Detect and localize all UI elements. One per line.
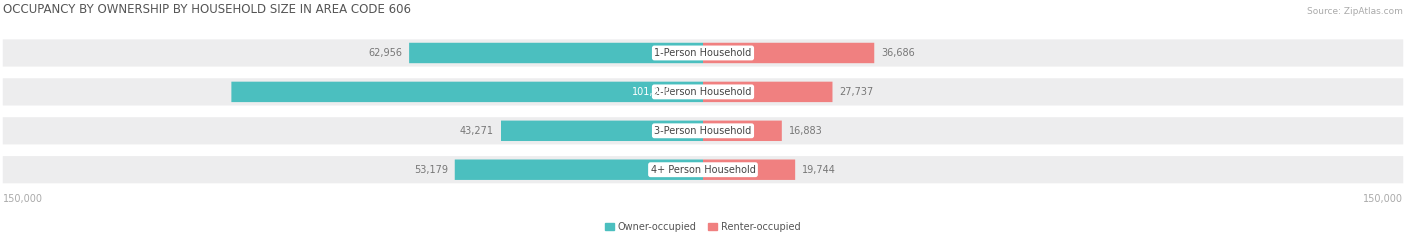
FancyBboxPatch shape (501, 121, 703, 141)
Text: 36,686: 36,686 (882, 48, 915, 58)
Text: 19,744: 19,744 (803, 165, 837, 175)
Text: 1-Person Household: 1-Person Household (654, 48, 752, 58)
Text: 27,737: 27,737 (839, 87, 873, 97)
Text: OCCUPANCY BY OWNERSHIP BY HOUSEHOLD SIZE IN AREA CODE 606: OCCUPANCY BY OWNERSHIP BY HOUSEHOLD SIZE… (3, 3, 411, 16)
Text: 101,030: 101,030 (633, 87, 672, 97)
Text: 53,179: 53,179 (413, 165, 447, 175)
Text: 3-Person Household: 3-Person Household (654, 126, 752, 136)
FancyBboxPatch shape (3, 156, 1403, 183)
FancyBboxPatch shape (703, 43, 875, 63)
FancyBboxPatch shape (232, 82, 703, 102)
Text: 2-Person Household: 2-Person Household (654, 87, 752, 97)
Text: Source: ZipAtlas.com: Source: ZipAtlas.com (1308, 7, 1403, 16)
Text: 150,000: 150,000 (3, 194, 42, 204)
Text: 43,271: 43,271 (460, 126, 494, 136)
FancyBboxPatch shape (703, 160, 796, 180)
FancyBboxPatch shape (703, 82, 832, 102)
FancyBboxPatch shape (3, 39, 1403, 67)
Text: 16,883: 16,883 (789, 126, 823, 136)
Text: 62,956: 62,956 (368, 48, 402, 58)
FancyBboxPatch shape (703, 121, 782, 141)
Legend: Owner-occupied, Renter-occupied: Owner-occupied, Renter-occupied (605, 222, 801, 232)
FancyBboxPatch shape (3, 117, 1403, 144)
FancyBboxPatch shape (3, 78, 1403, 106)
Text: 150,000: 150,000 (1364, 194, 1403, 204)
FancyBboxPatch shape (454, 160, 703, 180)
FancyBboxPatch shape (409, 43, 703, 63)
Text: 4+ Person Household: 4+ Person Household (651, 165, 755, 175)
